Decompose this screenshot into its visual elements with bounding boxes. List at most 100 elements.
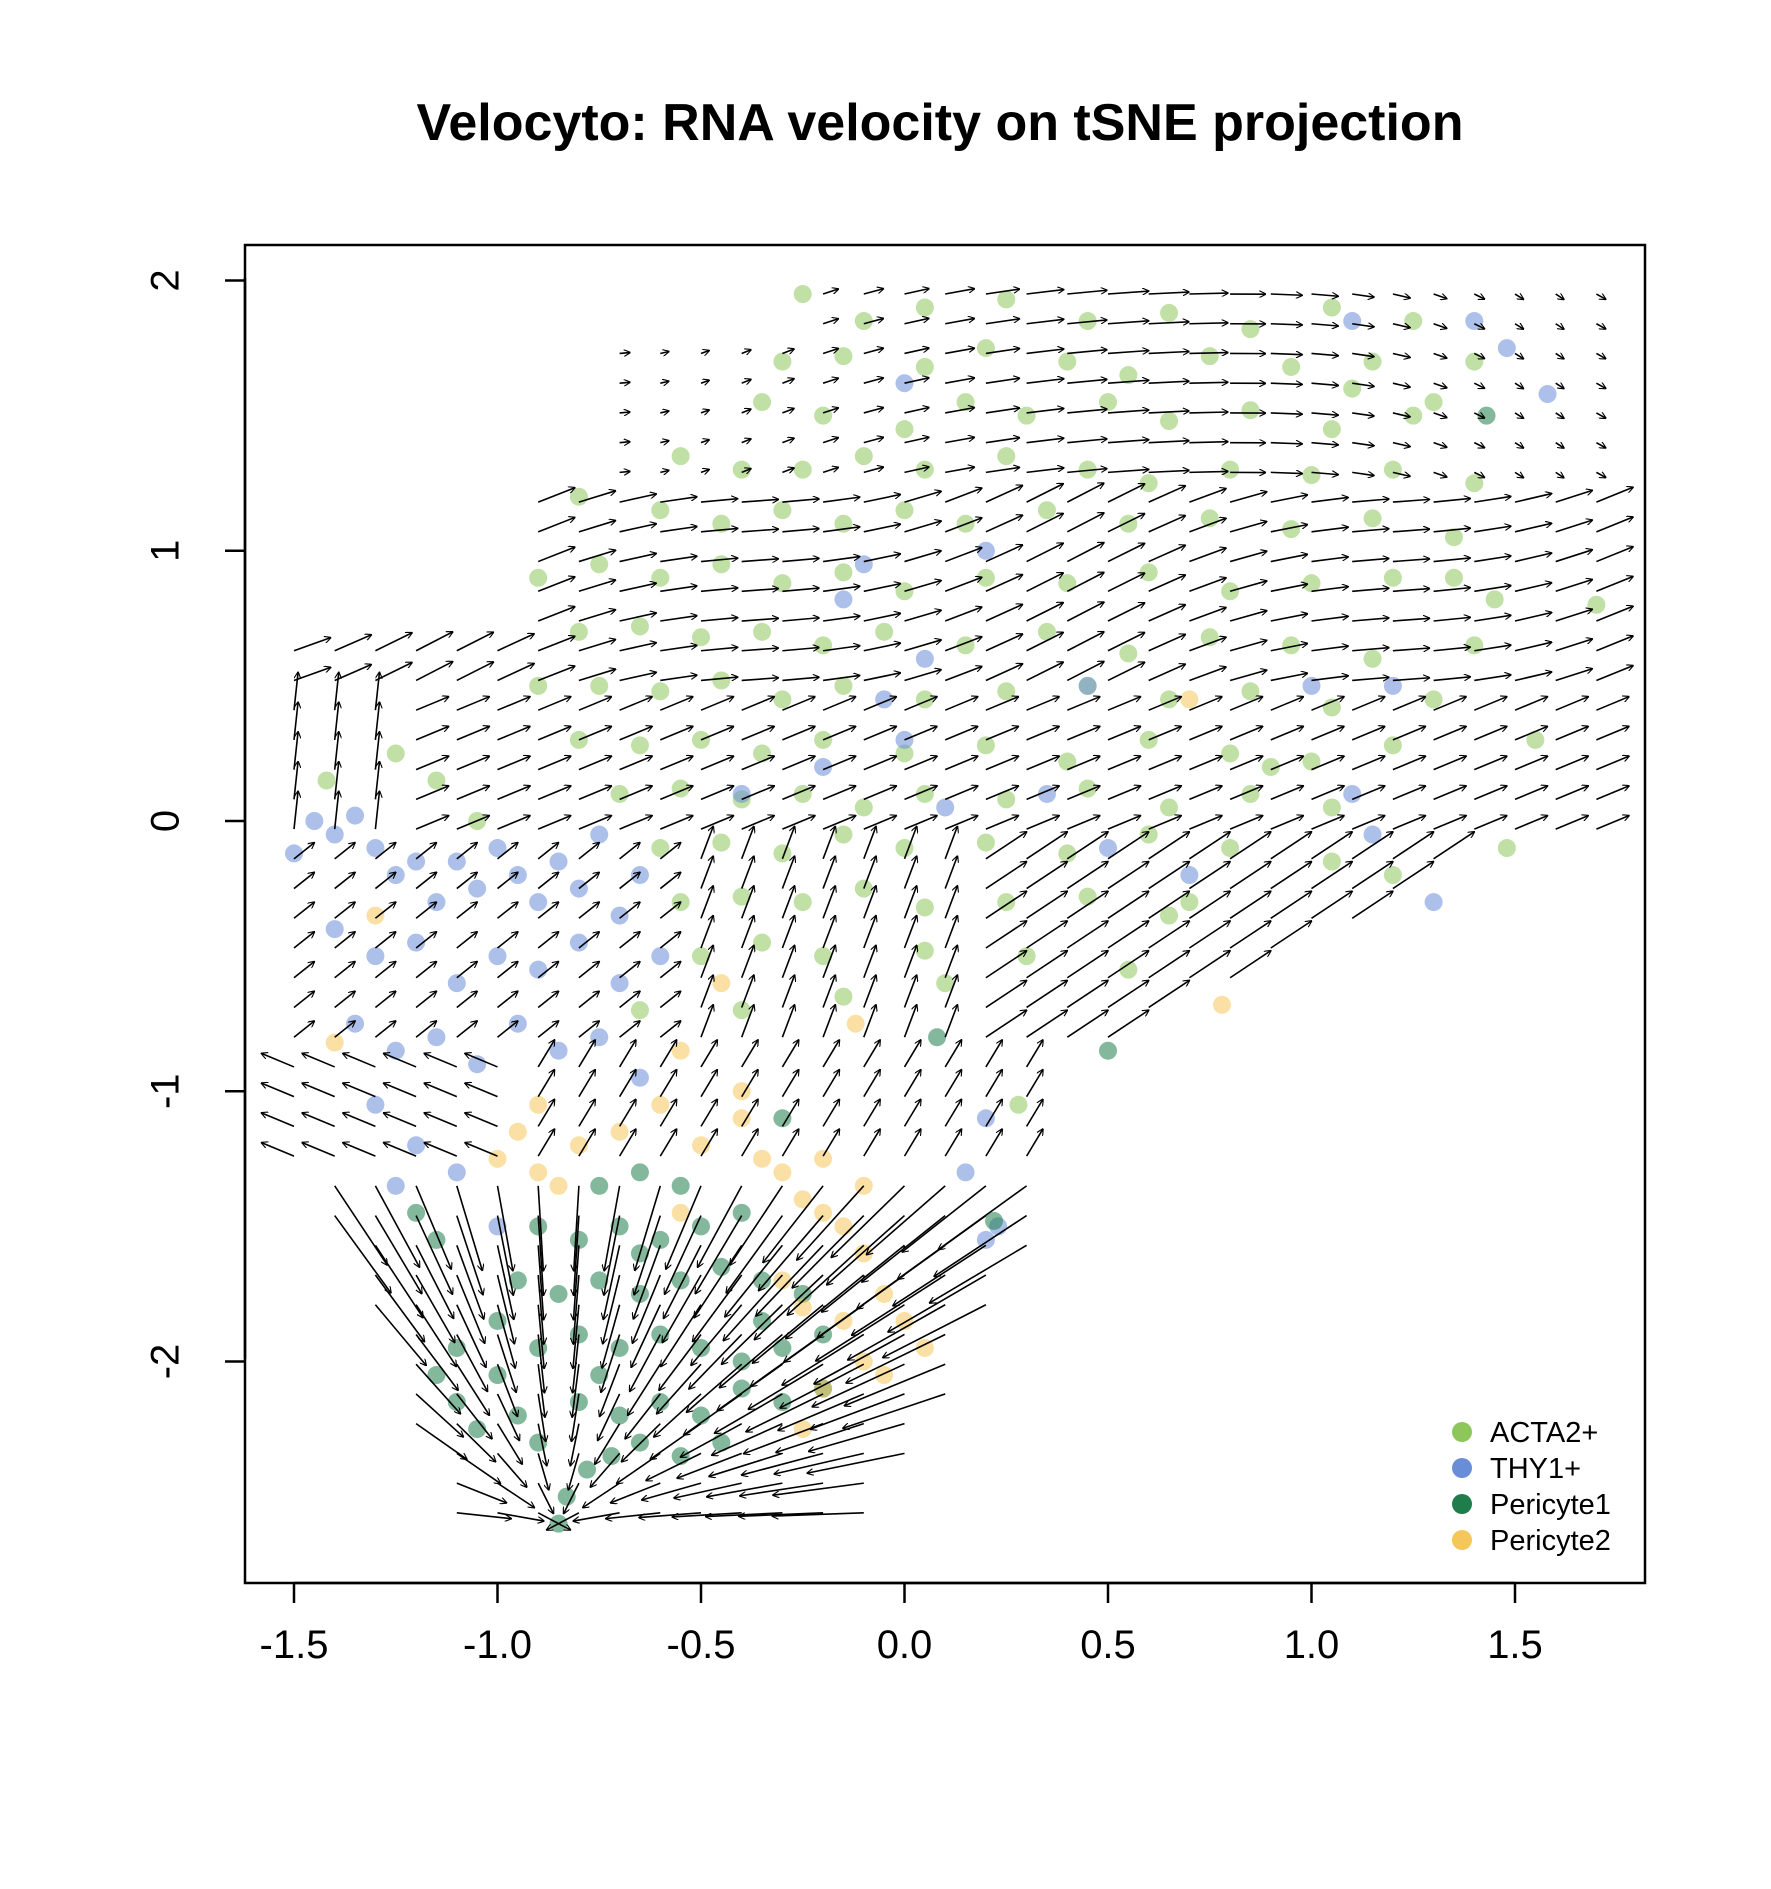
point-thy1: [488, 947, 507, 966]
velocity-arrow: [700, 1005, 713, 1038]
point-pericyte1: [610, 1406, 629, 1425]
point-acta2: [793, 460, 812, 479]
velocity-arrow: [1392, 353, 1410, 357]
velocity-arrow: [661, 1304, 702, 1367]
velocity-arrow: [1107, 662, 1145, 682]
point-acta2: [1078, 887, 1097, 906]
velocity-arrow: [1270, 673, 1308, 682]
point-pericyte1: [732, 1352, 751, 1371]
point-acta2: [915, 941, 934, 960]
velocity-arrow: [456, 1215, 483, 1295]
point-acta2: [651, 839, 670, 858]
velocity-arrow: [1433, 756, 1467, 771]
velocity-arrow: [659, 697, 693, 711]
velocity-arrow: [633, 1245, 662, 1319]
velocity-arrow: [700, 469, 709, 472]
velocity-arrow: [1474, 526, 1511, 533]
velocity-arrow: [904, 551, 942, 563]
velocity-arrow: [944, 1129, 961, 1157]
velocity-arrow: [782, 647, 819, 652]
point-acta2: [997, 682, 1016, 701]
velocity-arrow: [1311, 557, 1349, 563]
velocity-arrow: [741, 816, 775, 830]
velocity-arrow: [782, 408, 794, 412]
point-pericyte2: [846, 1014, 865, 1033]
point-pericyte2: [773, 1271, 792, 1290]
velocity-arrow: [1026, 319, 1064, 325]
velocity-arrow: [578, 991, 599, 1009]
velocity-arrow: [985, 756, 1019, 771]
velocity-arrow: [1148, 381, 1189, 383]
velocity-arrow: [302, 1113, 336, 1128]
velocity-arrow: [698, 1185, 743, 1267]
velocity-arrow: [1311, 726, 1345, 741]
velocity-arrow: [903, 916, 917, 949]
velocity-arrow: [1514, 583, 1552, 593]
point-acta2: [753, 744, 772, 763]
velocity-arrow: [985, 319, 1020, 325]
velocity-arrow: [660, 470, 669, 472]
velocity-arrow: [945, 467, 974, 474]
velocity-arrow: [456, 843, 477, 860]
velocity-arrow: [1433, 293, 1447, 299]
velocity-arrow: [659, 843, 680, 860]
point-acta2: [773, 352, 792, 371]
velocity-arrow: [1148, 697, 1182, 711]
velocity-arrow: [863, 856, 876, 889]
velocity-arrow: [1026, 697, 1060, 711]
velocity-arrow: [1311, 646, 1349, 652]
velocity-arrow: [944, 726, 978, 741]
velocity-arrow: [700, 975, 713, 1008]
point-pericyte1: [578, 1460, 597, 1479]
velocity-arrow: [807, 1452, 905, 1473]
velocity-arrow: [1392, 678, 1430, 681]
velocity-arrow: [374, 791, 379, 830]
velocity-arrow: [689, 1333, 743, 1389]
velocity-arrow: [1596, 697, 1629, 711]
velocity-arrow: [1555, 609, 1593, 622]
velocity-arrow: [497, 1512, 544, 1521]
point-acta2: [1017, 406, 1036, 425]
velocity-arrow: [537, 843, 558, 860]
velocity-arrow: [1311, 497, 1349, 503]
velocity-arrow: [1352, 588, 1389, 591]
velocity-arrow: [619, 991, 640, 1009]
velocity-arrow: [604, 1215, 621, 1296]
velocity-arrow: [1107, 816, 1141, 830]
velocity-arrow: [822, 916, 835, 949]
velocity-arrow: [1229, 862, 1271, 890]
point-thy1: [386, 1041, 405, 1060]
velocity-arrow: [700, 916, 713, 949]
point-acta2: [1160, 906, 1179, 925]
velocity-arrow: [1270, 816, 1304, 830]
velocity-arrow: [945, 408, 974, 414]
velocity-arrow: [293, 667, 331, 682]
velocity-arrow: [1026, 349, 1064, 355]
velocity-arrow: [1514, 494, 1552, 503]
point-thy1: [325, 825, 344, 844]
velocity-arrow: [1066, 980, 1108, 1009]
velocity-arrow: [415, 991, 436, 1009]
velocity-arrow: [456, 872, 477, 890]
velocity-arrow: [1270, 353, 1302, 354]
velocity-arrow: [1107, 440, 1149, 443]
velocity-arrow: [944, 577, 982, 593]
velocity-arrow: [578, 521, 616, 533]
velocity-arrow: [863, 816, 897, 830]
velocity-arrow: [1555, 816, 1589, 830]
point-pericyte2: [529, 1095, 548, 1114]
velocity-arrow: [660, 645, 697, 652]
velocity-arrow: [862, 1214, 946, 1282]
velocity-arrow: [944, 1040, 961, 1068]
velocity-arrow: [1270, 413, 1302, 414]
velocity-arrow: [903, 975, 917, 1008]
velocity-arrow: [740, 886, 754, 919]
velocity-arrow: [1352, 499, 1389, 502]
velocity-arrow: [574, 1215, 580, 1296]
velocity-arrow: [1229, 832, 1271, 860]
velocity-arrow: [1352, 383, 1374, 386]
velocity-arrow: [822, 289, 838, 295]
point-acta2: [1383, 736, 1402, 755]
velocity-arrow: [1026, 832, 1068, 860]
velocity-arrow: [537, 1245, 543, 1319]
